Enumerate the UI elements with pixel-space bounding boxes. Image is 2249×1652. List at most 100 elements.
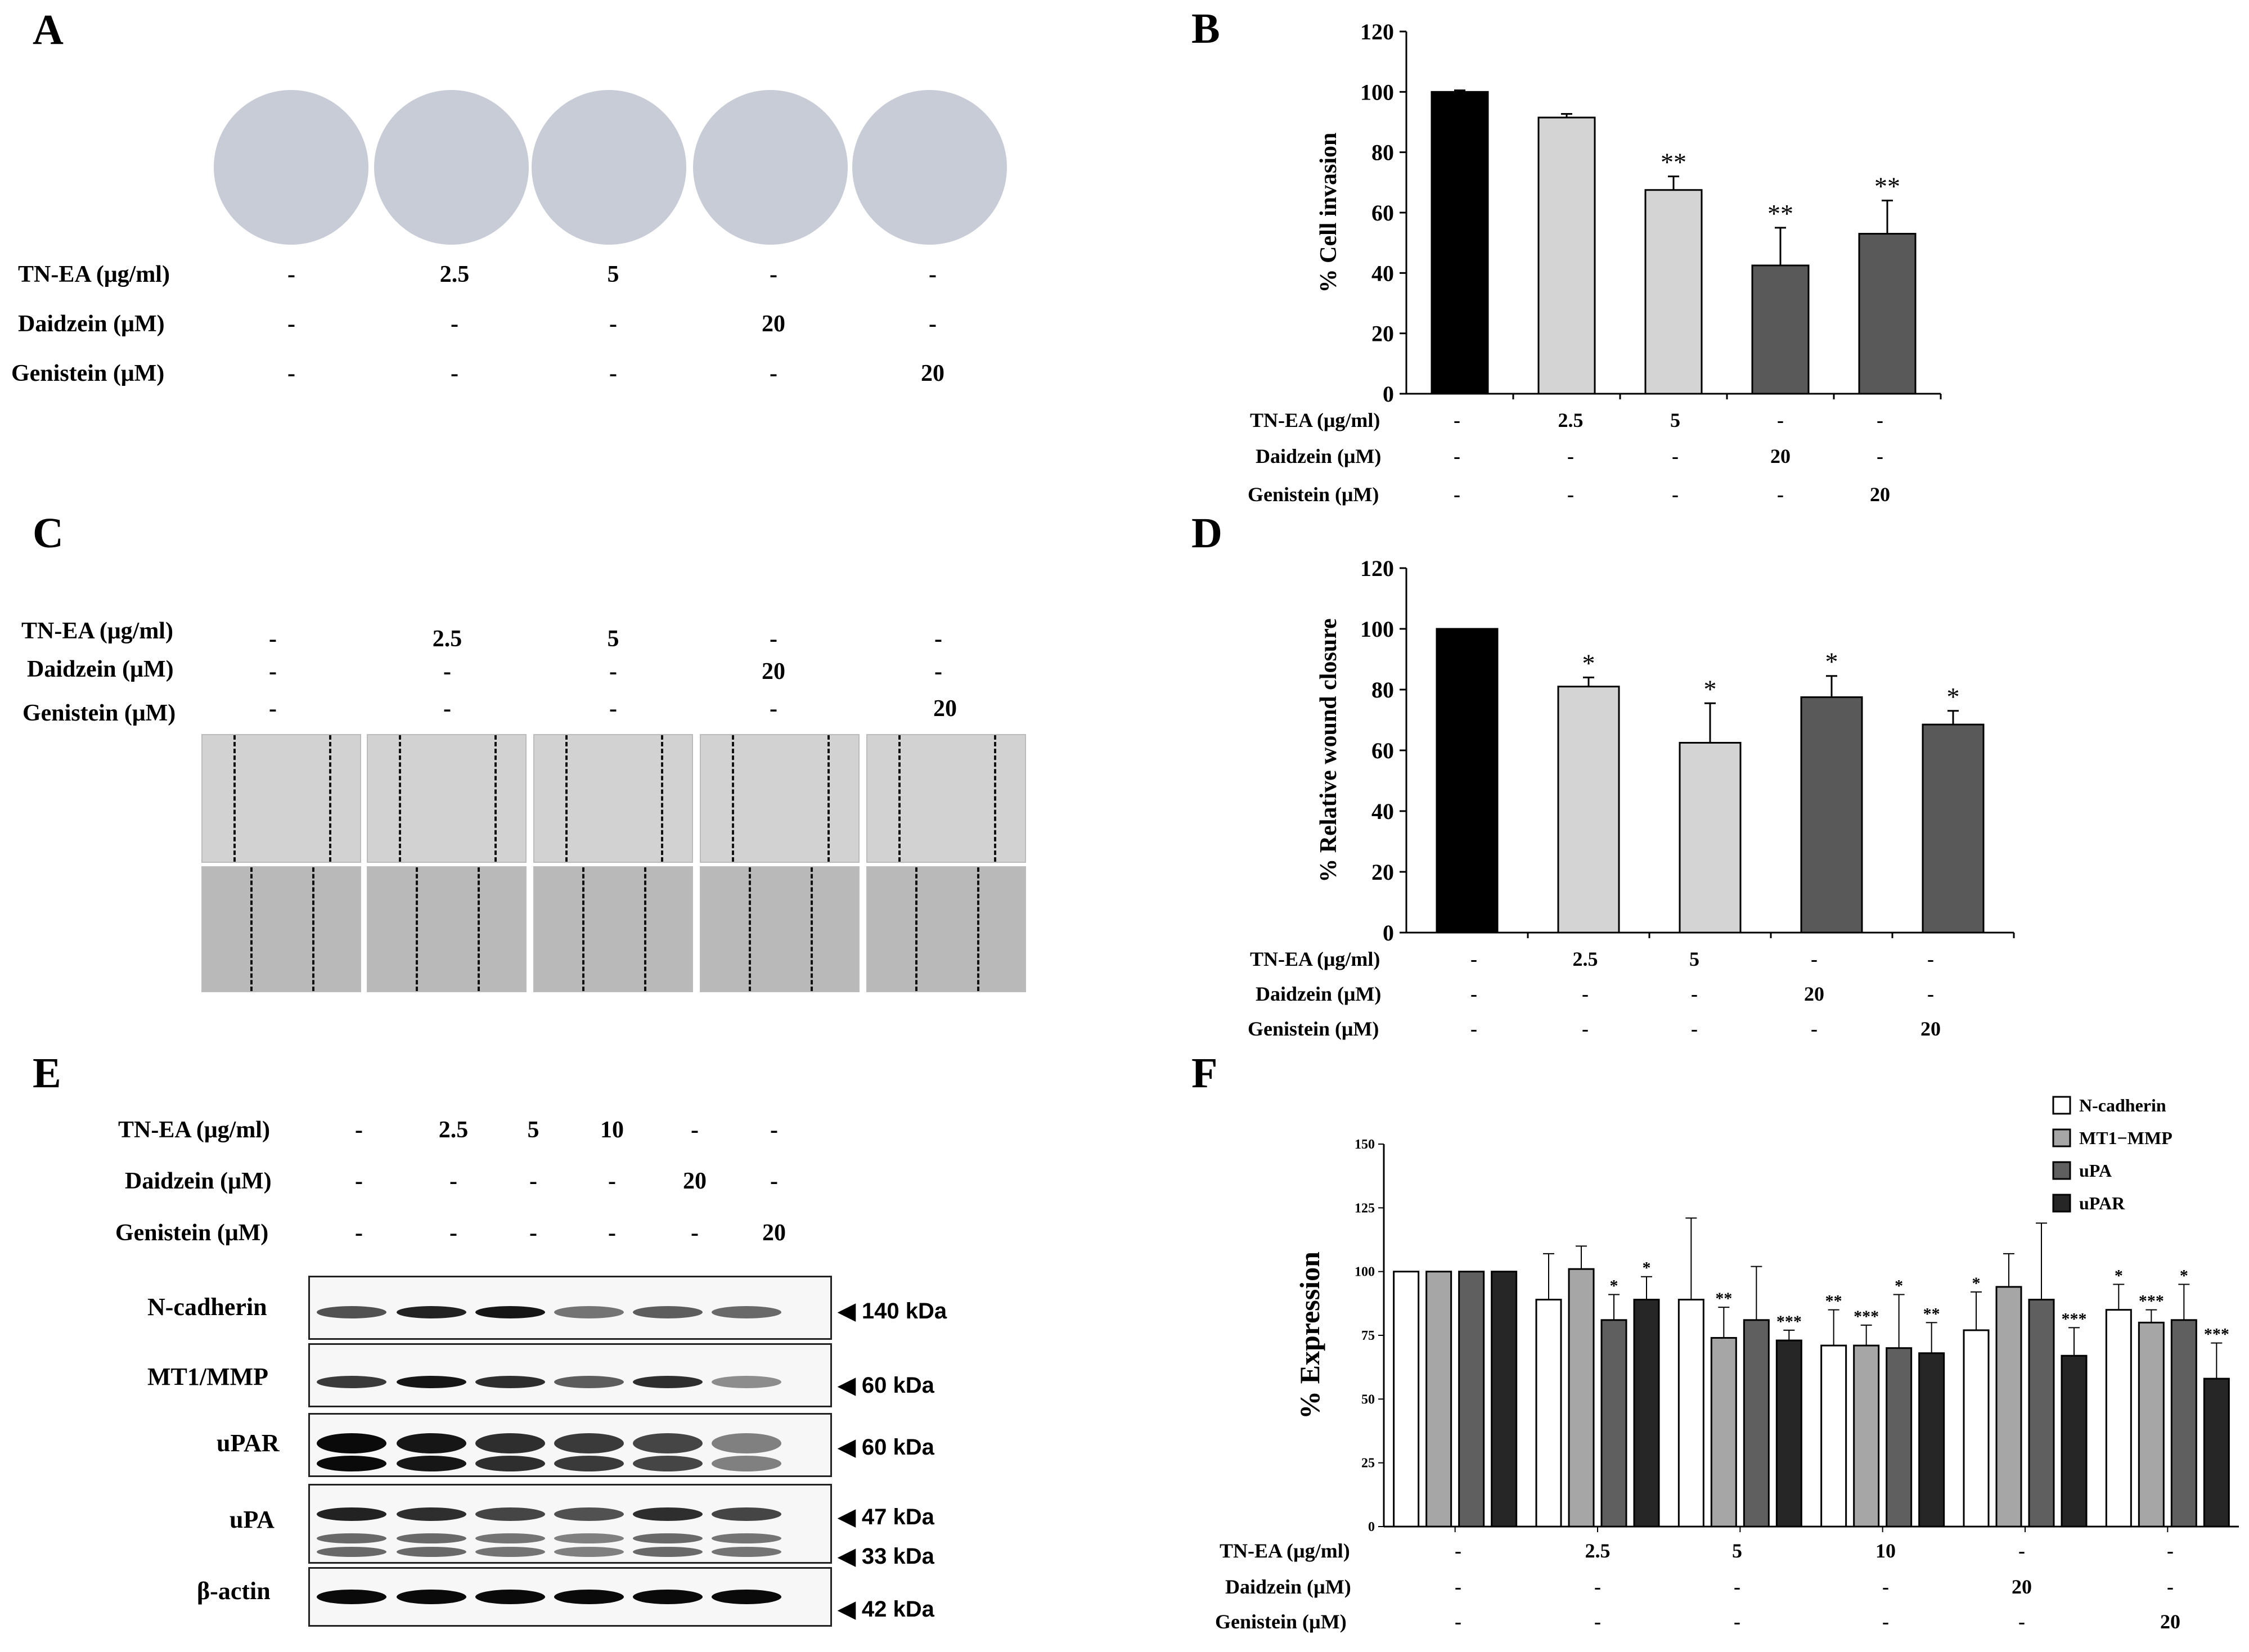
dose-cell: - [1454,445,1460,467]
bar [1644,189,1703,395]
dose-cell: 5 [1689,948,1699,970]
bar [1963,1329,1990,1528]
dose-cell: 5 [1670,409,1680,431]
y-tick-label: 60 [1371,200,1394,226]
y-tick-label: 0 [1368,1520,1375,1534]
wound-edge-line [827,735,830,862]
bar [1425,1271,1452,1528]
wound-edge-line [661,735,663,862]
wound-image [533,734,693,863]
dose-cell: - [2018,1540,2025,1562]
dose-cell: 20 [921,361,944,386]
kda-marker: ◀ 47 kDa [838,1505,934,1529]
genistein-label: Genistein (μM) [11,361,165,386]
blot-band [633,1533,703,1543]
blot-band [475,1547,545,1557]
dose-cell: 20 [762,659,785,685]
blot-band [317,1547,386,1557]
y-tick-label: 50 [1361,1392,1375,1407]
dose-cell: 20 [683,1168,707,1194]
invasion-plate-image [852,90,1007,245]
legend-swatch [2052,1128,2071,1147]
wound-image [367,734,527,863]
legend-swatch [2052,1194,2071,1213]
y-tick-label: 150 [1355,1137,1375,1152]
dose-cell: - [355,1117,363,1143]
bar [1918,1352,1945,1528]
wound-image [201,734,361,863]
blot-band [633,1456,703,1471]
blot-band [712,1590,781,1604]
bar [1600,1319,1627,1528]
dose-cell: - [770,1168,778,1194]
wound-edge-line [478,867,480,991]
bar [1537,116,1596,395]
significance-marker: * [1895,1276,1903,1295]
y-tick-label: 40 [1371,260,1394,286]
genistein-label: Genistein (µM) [1215,1610,1347,1633]
bar [1858,233,1917,395]
dose-cell: - [1454,409,1460,431]
panel-label-b: B [1191,5,1220,52]
dose-cell: 5 [527,1117,539,1143]
blot-band [554,1547,624,1557]
dose-cell: 10 [1875,1540,1896,1562]
kda-marker: ◀ 140 kDa [838,1299,947,1324]
dose-cell: - [1470,1018,1477,1040]
dose-cell: - [934,626,942,652]
dose-cell: - [609,696,617,722]
wound-edge-line [233,735,236,862]
blot-band [712,1306,781,1318]
tn-ea-label: TN-EA (µg/ml) [1220,1540,1350,1562]
wound-edge-line [977,867,979,991]
dose-cell: - [2167,1540,2174,1562]
legend-label: N-cadherin [2079,1095,2166,1115]
dose-cell: - [287,311,295,337]
dose-cell: - [1455,1540,1461,1562]
dose-cell: 20 [933,696,957,722]
bar [1710,1337,1737,1528]
daidzein-label: Daidzein (μM) [125,1168,272,1194]
dose-cell: 20 [1870,483,1890,506]
significance-marker: *** [1776,1312,1802,1331]
wound-edge-line [811,867,813,991]
significance-marker: * [2115,1266,2123,1285]
bar [2138,1321,2165,1528]
bar [2203,1378,2230,1528]
significance-marker: ** [1767,199,1793,228]
wound-edge-line [994,735,996,862]
dose-cell: 2.5 [432,626,462,652]
y-tick-label: 100 [1355,1265,1375,1280]
blot-band [317,1456,386,1471]
dose-cell: 2.5 [438,1117,469,1143]
significance-marker: * [1947,682,1960,711]
dose-cell: - [2018,1610,2025,1633]
dose-cell: - [929,262,937,287]
bar [1820,1344,1847,1528]
dose-cell: - [934,659,942,685]
dose-cell: - [269,696,277,722]
invasion-plate-image [532,90,686,245]
wound-edge-line [312,867,314,991]
genistein-label: Genistein (μM) [115,1220,269,1246]
dose-cell: - [1454,483,1460,506]
blot-row-label: uPA [230,1506,275,1533]
wound-image [700,866,860,992]
genistein-label: Genistein (μM) [1248,1018,1379,1040]
dose-cell: - [287,262,295,287]
y-tick-label: 60 [1371,738,1394,763]
y-axis-title: % Relative wound closure [1316,618,1342,882]
blot-band [554,1306,624,1318]
legend-swatch [2052,1161,2071,1180]
blot-band [712,1547,781,1557]
wound-image [533,866,693,992]
dose-cell: - [691,1220,699,1246]
y-tick-label: 0 [1383,381,1394,407]
wound-edge-line [416,867,418,991]
dose-cell: - [1672,445,1679,467]
significance-marker: *** [1854,1307,1879,1326]
bar [1853,1344,1880,1528]
bar [1568,1268,1595,1528]
blot-band [712,1456,781,1471]
blot-band [475,1433,545,1453]
